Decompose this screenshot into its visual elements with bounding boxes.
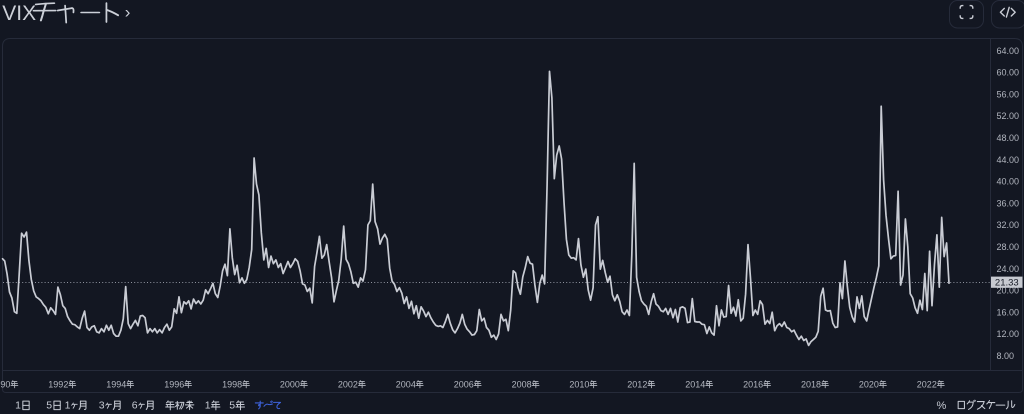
svg-text:1996: 1996 bbox=[164, 379, 184, 389]
svg-text:2000: 2000 bbox=[280, 379, 300, 389]
svg-text:20.00: 20.00 bbox=[997, 286, 1020, 296]
svg-text:2006: 2006 bbox=[454, 379, 474, 389]
svg-text:1: 1 bbox=[65, 400, 71, 412]
svg-text:2022: 2022 bbox=[917, 379, 937, 389]
svg-text:1: 1 bbox=[15, 400, 21, 412]
svg-text:32.00: 32.00 bbox=[997, 220, 1020, 230]
svg-text:%: % bbox=[937, 400, 947, 412]
svg-text:2018: 2018 bbox=[801, 379, 821, 389]
svg-text:›: › bbox=[125, 3, 131, 22]
svg-text:2004: 2004 bbox=[396, 379, 416, 389]
svg-text:VIX: VIX bbox=[2, 2, 36, 25]
svg-text:1992: 1992 bbox=[48, 379, 68, 389]
svg-text:2016: 2016 bbox=[743, 379, 763, 389]
svg-text:52.00: 52.00 bbox=[997, 111, 1020, 121]
svg-text:21.33: 21.33 bbox=[995, 278, 1019, 289]
svg-text:8.00: 8.00 bbox=[997, 351, 1015, 361]
svg-text:5: 5 bbox=[229, 400, 235, 412]
svg-text:60.00: 60.00 bbox=[997, 68, 1020, 78]
svg-text:6: 6 bbox=[132, 400, 138, 412]
svg-text:64.00: 64.00 bbox=[997, 46, 1020, 56]
svg-text:2008: 2008 bbox=[512, 379, 532, 389]
svg-text:1990: 1990 bbox=[0, 379, 10, 389]
svg-text:56.00: 56.00 bbox=[997, 89, 1020, 99]
svg-text:28.00: 28.00 bbox=[997, 242, 1020, 252]
svg-text:1: 1 bbox=[205, 400, 211, 412]
svg-text:2010: 2010 bbox=[569, 379, 589, 389]
svg-text:1994: 1994 bbox=[106, 379, 126, 389]
svg-text:24.00: 24.00 bbox=[997, 264, 1020, 274]
svg-text:2002: 2002 bbox=[338, 379, 358, 389]
svg-text:36.00: 36.00 bbox=[997, 198, 1020, 208]
svg-text:16.00: 16.00 bbox=[997, 307, 1020, 317]
svg-text:3: 3 bbox=[99, 400, 105, 412]
svg-text:2020: 2020 bbox=[859, 379, 879, 389]
svg-text:1998: 1998 bbox=[222, 379, 242, 389]
svg-text:12.00: 12.00 bbox=[997, 329, 1020, 339]
svg-text:40.00: 40.00 bbox=[997, 177, 1020, 187]
svg-text:2014: 2014 bbox=[685, 379, 705, 389]
svg-text:48.00: 48.00 bbox=[997, 133, 1020, 143]
svg-text:5: 5 bbox=[46, 400, 52, 412]
svg-text:44.00: 44.00 bbox=[997, 155, 1020, 165]
svg-text:2012: 2012 bbox=[627, 379, 647, 389]
